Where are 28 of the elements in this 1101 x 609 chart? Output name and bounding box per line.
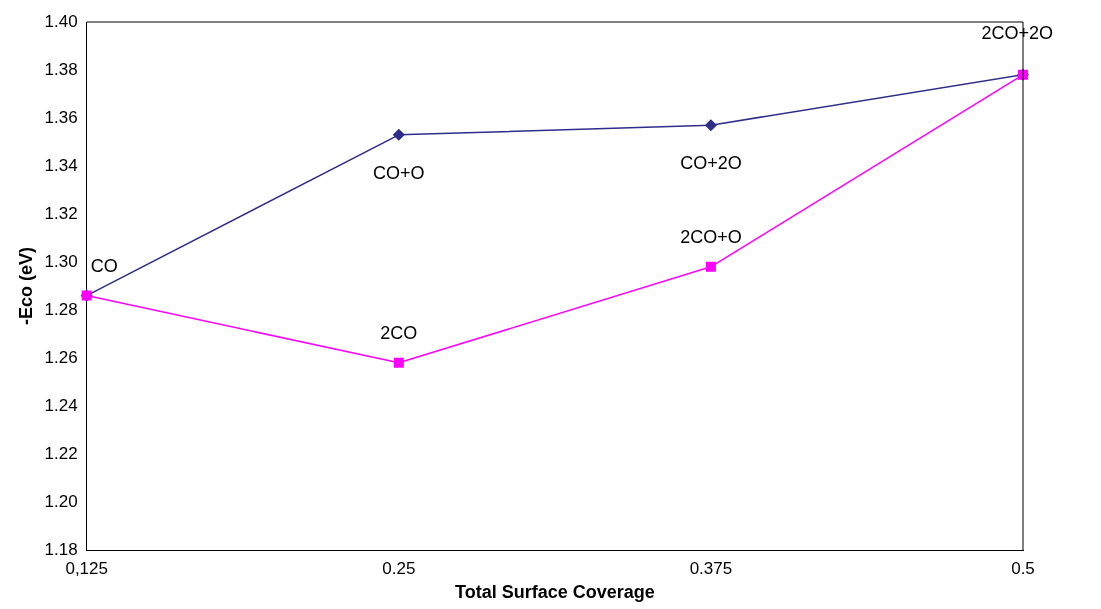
y-tick-label: 1.40 <box>44 11 78 31</box>
annotation: 2CO+O <box>680 226 742 247</box>
point <box>393 129 405 141</box>
annotation: CO+O <box>373 162 425 183</box>
x-tick-label: 0,125 <box>65 558 108 578</box>
x-axis-title: Total Surface Coverage <box>454 582 655 603</box>
y-tick-label: 1.28 <box>44 299 78 319</box>
y-tick-label: 1.26 <box>44 347 78 367</box>
point <box>705 261 716 272</box>
x-tick-label: 0.25 <box>382 558 416 578</box>
annotation: CO <box>90 255 118 276</box>
y-tick-label: 1.20 <box>44 491 78 511</box>
y-tick-label: 1.24 <box>44 395 78 415</box>
point <box>705 119 717 131</box>
annotation: 2CO <box>380 322 418 343</box>
x-tick-label: 0.5 <box>1011 558 1035 578</box>
y-tick-label: 1.18 <box>44 539 78 559</box>
y-tick-label: 1.22 <box>44 443 78 463</box>
y-tick-label: 1.34 <box>44 155 78 175</box>
y-tick-label: 1.32 <box>44 203 78 223</box>
annotation: CO+2O <box>680 153 742 174</box>
y-tick-label: 1.38 <box>44 59 78 79</box>
annotation: 2CO+2O <box>981 22 1053 43</box>
point <box>393 357 404 368</box>
y-axis-title: -Eco (eV) <box>15 246 36 326</box>
x-tick-label: 0.375 <box>689 558 733 578</box>
y-tick-label: 1.36 <box>44 107 78 127</box>
y-tick-label: 1.30 <box>44 251 78 271</box>
